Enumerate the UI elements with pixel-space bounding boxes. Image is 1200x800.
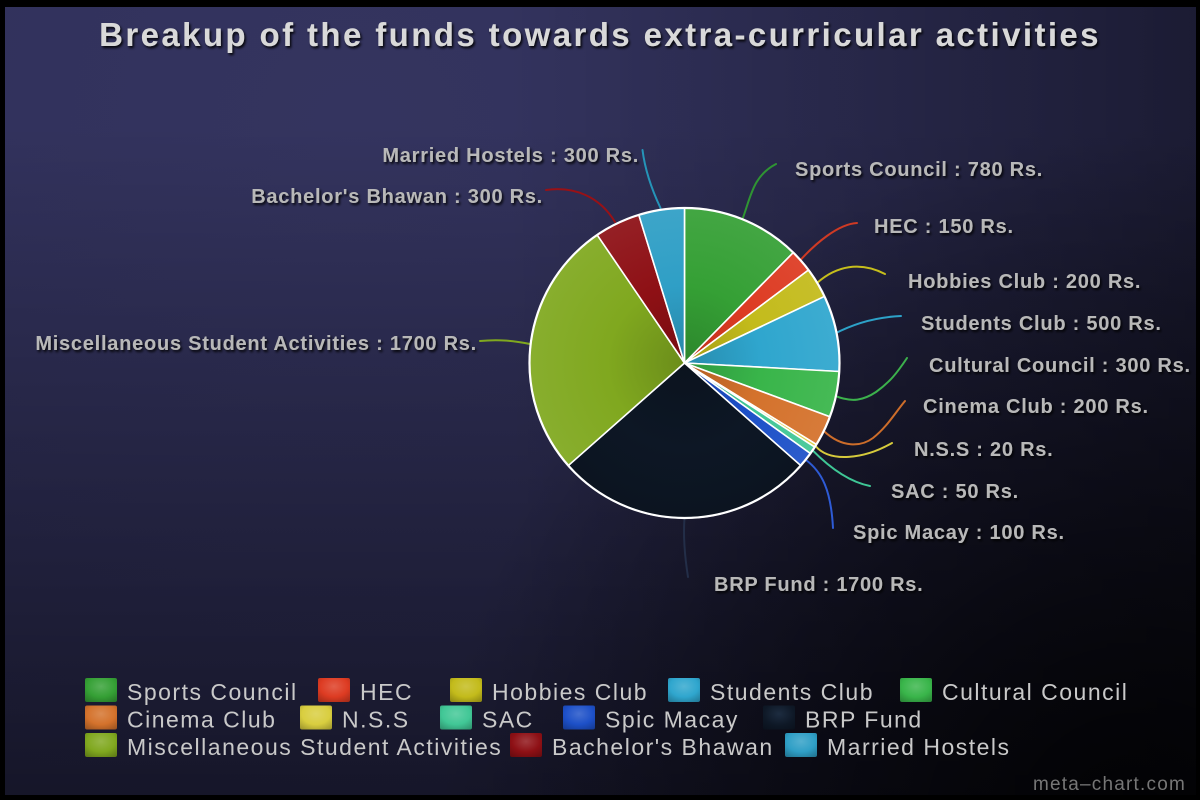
svg-text:N.S.S : 20 Rs.: N.S.S : 20 Rs. [914, 439, 1053, 461]
svg-text:Bachelor's Bhawan : 300 Rs.: Bachelor's Bhawan : 300 Rs. [251, 186, 543, 208]
svg-text:meta–chart.com: meta–chart.com [1033, 774, 1186, 795]
svg-text:SAC : 50 Rs.: SAC : 50 Rs. [891, 481, 1019, 503]
svg-text:HEC: HEC [360, 679, 413, 705]
svg-text:Hobbies Club: Hobbies Club [492, 679, 648, 705]
svg-text:Spic Macay: Spic Macay [605, 707, 739, 733]
svg-text:BRP Fund: BRP Fund [805, 707, 923, 733]
svg-text:Spic Macay : 100 Rs.: Spic Macay : 100 Rs. [853, 522, 1065, 544]
svg-text:HEC : 150 Rs.: HEC : 150 Rs. [874, 216, 1014, 238]
svg-text:Breakup of the funds towards e: Breakup of the funds towards extra-curri… [99, 16, 1101, 53]
svg-text:N.S.S: N.S.S [342, 707, 410, 733]
svg-text:Miscellaneous Student Activiti: Miscellaneous Student Activities [127, 734, 502, 760]
svg-text:Students Club : 500 Rs.: Students Club : 500 Rs. [921, 313, 1162, 335]
svg-text:Miscellaneous Student Activiti: Miscellaneous Student Activities : 1700 … [35, 333, 477, 355]
svg-text:Cinema Club: Cinema Club [127, 707, 276, 733]
svg-text:Married Hostels : 300 Rs.: Married Hostels : 300 Rs. [382, 145, 639, 167]
svg-text:Sports Council : 780 Rs.: Sports Council : 780 Rs. [795, 159, 1043, 181]
svg-text:Cultural Council : 300 Rs.: Cultural Council : 300 Rs. [929, 355, 1191, 377]
svg-text:SAC: SAC [482, 707, 534, 733]
svg-text:Cinema Club : 200 Rs.: Cinema Club : 200 Rs. [923, 396, 1149, 418]
svg-text:Hobbies Club : 200 Rs.: Hobbies Club : 200 Rs. [908, 271, 1141, 293]
svg-text:Students Club: Students Club [710, 679, 874, 705]
svg-text:Married Hostels: Married Hostels [827, 734, 1011, 760]
svg-text:Cultural Council: Cultural Council [942, 679, 1128, 705]
svg-text:Sports Council: Sports Council [127, 679, 298, 705]
svg-text:Bachelor's Bhawan: Bachelor's Bhawan [552, 734, 774, 760]
svg-text:BRP Fund : 1700 Rs.: BRP Fund : 1700 Rs. [714, 574, 923, 596]
